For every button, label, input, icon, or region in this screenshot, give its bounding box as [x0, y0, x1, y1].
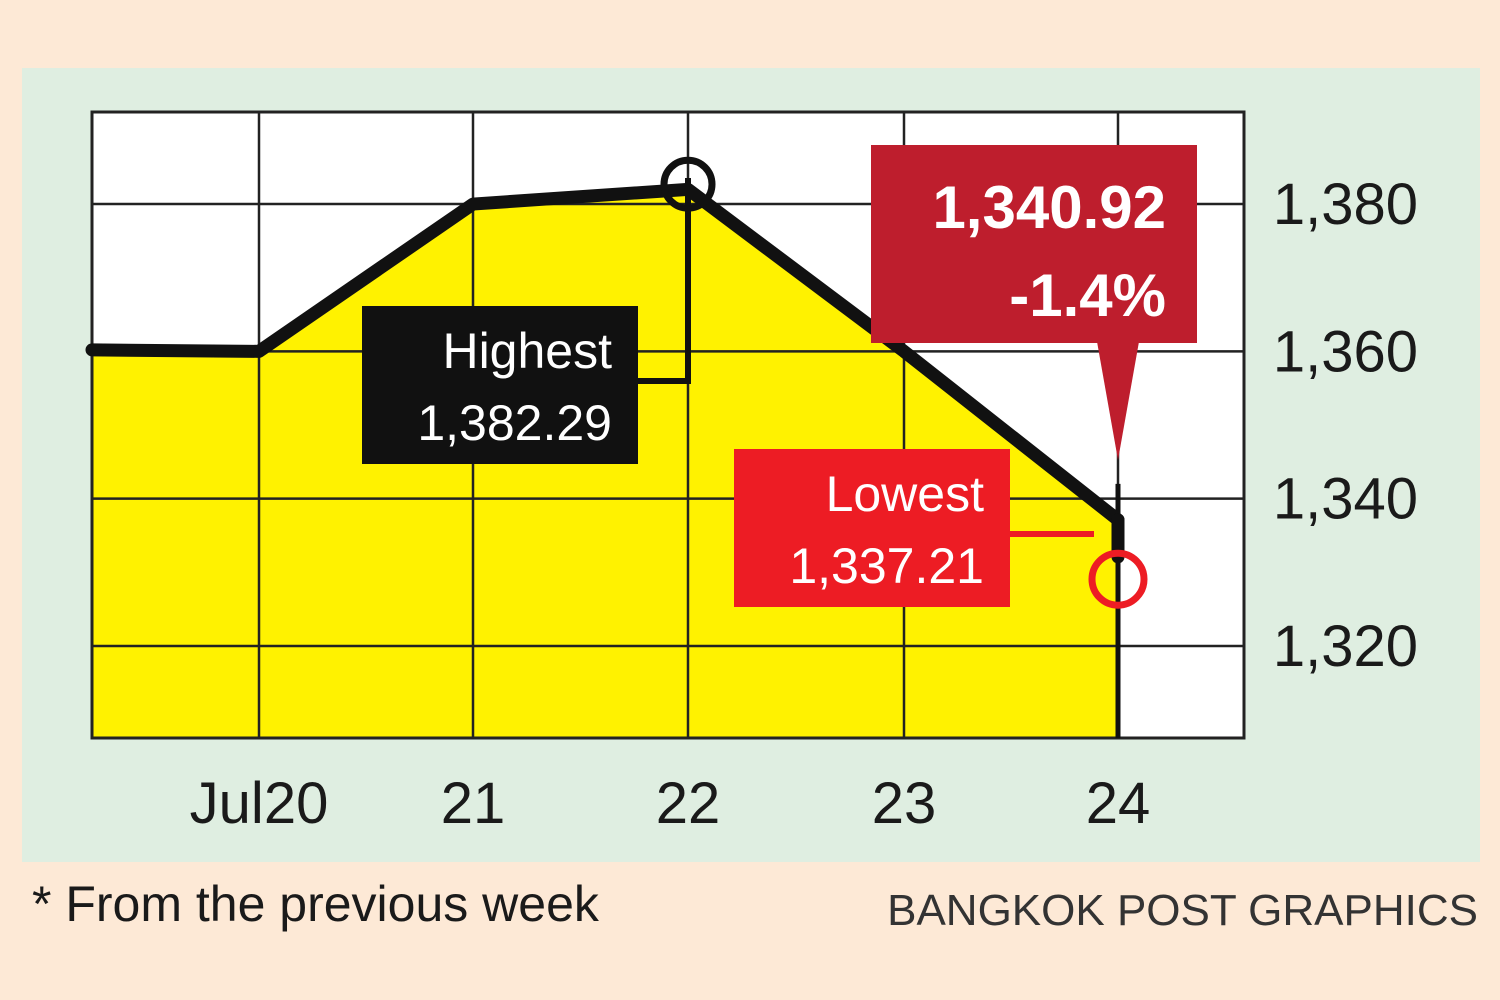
lowest-box — [734, 449, 1010, 607]
lowest-value: 1,337.21 — [789, 538, 984, 594]
tick-labels: Jul20 21 22 23 24 1,320 1,340 1,360 1,380 — [190, 172, 1418, 836]
footnote: * From the previous week — [32, 876, 599, 932]
close-value: 1,340.92 — [932, 174, 1166, 241]
x-tick-label: 22 — [656, 771, 721, 836]
x-tick-label: 21 — [441, 771, 506, 836]
highest-value: 1,382.29 — [417, 395, 612, 451]
close-pointer — [1096, 336, 1140, 460]
series-line — [85, 182, 1125, 527]
y-tick-label: 1,340 — [1273, 467, 1418, 532]
x-tick-label: 24 — [1086, 771, 1151, 836]
chart-marks — [660, 156, 1148, 738]
plot-border — [90, 110, 1246, 740]
x-tick-label: Jul20 — [190, 771, 329, 836]
credit-line: BANGKOK POST GRAPHICS — [887, 886, 1478, 935]
highest-label: Highest — [442, 323, 612, 379]
lowest-label: Lowest — [826, 466, 985, 522]
close-change: -1.4% — [1009, 262, 1166, 329]
y-tick-label: 1,360 — [1273, 319, 1418, 384]
chart-panel: Jul20 21 22 23 24 1,320 1,340 1,360 1,380 Highes… — [22, 68, 1480, 862]
x-tick-label: 23 — [872, 771, 937, 836]
y-tick-label: 1,320 — [1273, 614, 1418, 679]
highest-leader-line — [632, 178, 691, 384]
lowest-marker — [1088, 549, 1148, 609]
y-tick-label: 1,380 — [1273, 172, 1418, 237]
highest-box — [362, 306, 638, 464]
line-chart: Jul20 21 22 23 24 1,320 1,340 1,360 1,380 Highes… — [85, 110, 1418, 836]
close-box — [871, 145, 1197, 343]
